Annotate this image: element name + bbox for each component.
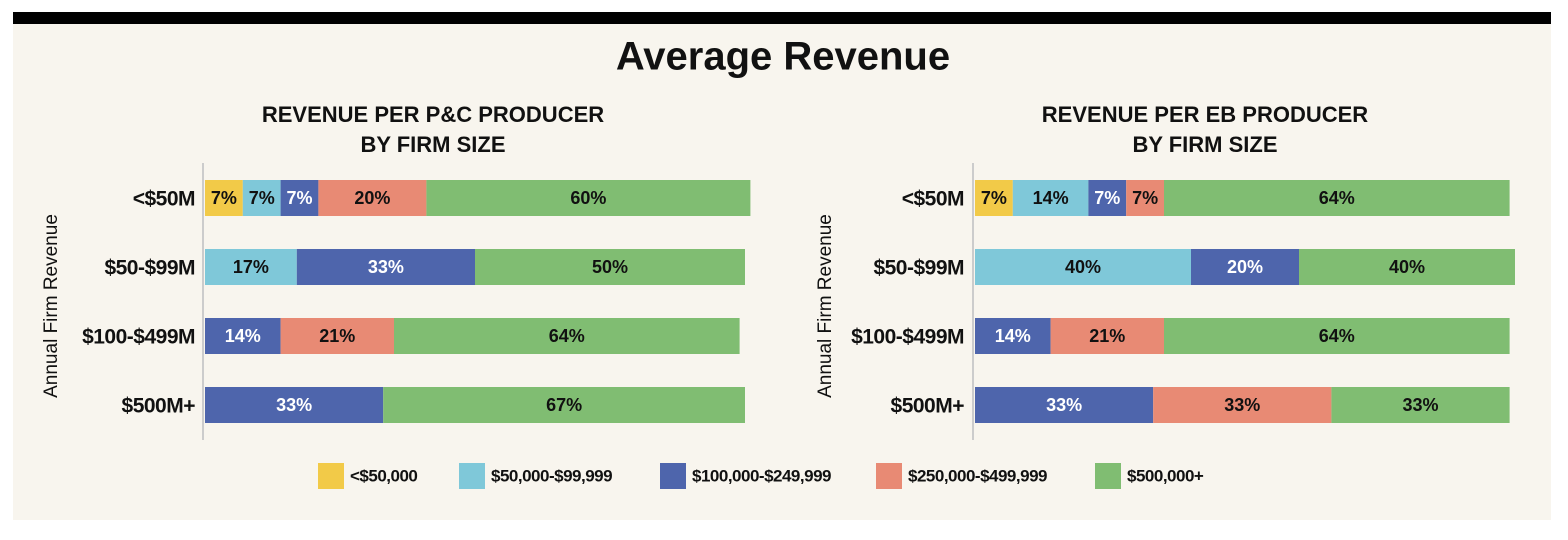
value-label: 40% xyxy=(1065,257,1101,277)
bar-segment xyxy=(205,180,243,216)
value-label: 14% xyxy=(995,326,1031,346)
legend-swatch xyxy=(459,463,485,489)
category-label: $50-$99M xyxy=(873,257,964,280)
top-rule xyxy=(13,12,1551,24)
y-axis-label: Annual Firm Revenue xyxy=(815,214,836,398)
legend-swatch xyxy=(660,463,686,489)
category-label: $100-$499M xyxy=(82,326,195,349)
bar-segment xyxy=(205,318,281,354)
value-label: 60% xyxy=(570,188,606,208)
value-label: 21% xyxy=(319,326,355,346)
chart-title: REVENUE PER EB PRODUCER xyxy=(1042,102,1369,127)
legend-label: $100,000-$249,999 xyxy=(692,466,831,485)
bar-segment xyxy=(426,180,751,216)
value-label: 20% xyxy=(354,188,390,208)
bar-segment xyxy=(296,249,475,285)
bar-segment xyxy=(1050,318,1164,354)
bar-segment xyxy=(205,387,384,423)
bar-segment xyxy=(1088,180,1127,216)
bar-segment xyxy=(205,249,297,285)
y-axis-label: Annual Firm Revenue xyxy=(41,214,62,398)
bar-segment xyxy=(1331,387,1510,423)
legend-label: $500,000+ xyxy=(1127,466,1204,485)
value-label: 33% xyxy=(1046,395,1082,415)
category-label: $50-$99M xyxy=(104,257,195,280)
bar-segment xyxy=(975,249,1191,285)
bar-segment xyxy=(1299,249,1515,285)
category-label: $100-$499M xyxy=(851,326,964,349)
bar-segment xyxy=(1164,318,1510,354)
value-label: 67% xyxy=(546,395,582,415)
bar-segment xyxy=(318,180,427,216)
legend-swatch xyxy=(1095,463,1121,489)
value-label: 7% xyxy=(1094,188,1120,208)
category-label: $500M+ xyxy=(891,395,965,418)
bar-segment xyxy=(1164,180,1510,216)
bar-segment xyxy=(242,180,281,216)
bar-segment xyxy=(383,387,745,423)
value-label: 33% xyxy=(368,257,404,277)
bar-segment xyxy=(1126,180,1164,216)
bar-segment xyxy=(975,318,1051,354)
value-label: 14% xyxy=(225,326,261,346)
legend-label: <$50,000 xyxy=(350,466,417,485)
chart-title: REVENUE PER P&C PRODUCER xyxy=(262,102,604,127)
value-label: 64% xyxy=(1319,326,1355,346)
legend-label: $50,000-$99,999 xyxy=(491,466,612,485)
value-label: 7% xyxy=(249,188,275,208)
bar-segment xyxy=(1191,249,1299,285)
value-label: 7% xyxy=(211,188,237,208)
value-label: 7% xyxy=(981,188,1007,208)
bar-segment xyxy=(280,318,394,354)
value-label: 64% xyxy=(1319,188,1355,208)
value-label: 33% xyxy=(1224,395,1260,415)
bar-segment xyxy=(475,249,745,285)
bar-segment xyxy=(975,387,1154,423)
bar-segment xyxy=(975,180,1013,216)
chart-title: BY FIRM SIZE xyxy=(360,132,505,157)
value-label: 21% xyxy=(1089,326,1125,346)
value-label: 64% xyxy=(549,326,585,346)
value-label: 50% xyxy=(592,257,628,277)
value-label: 7% xyxy=(1132,188,1158,208)
value-label: 33% xyxy=(276,395,312,415)
legend-swatch xyxy=(318,463,344,489)
legend-label: $250,000-$499,999 xyxy=(908,466,1047,485)
value-label: 14% xyxy=(1033,188,1069,208)
value-label: 7% xyxy=(286,188,312,208)
chart-title: BY FIRM SIZE xyxy=(1132,132,1277,157)
category-label: $500M+ xyxy=(122,395,196,418)
bar-segment xyxy=(1153,387,1332,423)
legend-swatch xyxy=(876,463,902,489)
value-label: 17% xyxy=(233,257,269,277)
value-label: 20% xyxy=(1227,257,1263,277)
bar-segment xyxy=(394,318,740,354)
page-title: Average Revenue xyxy=(616,35,950,79)
bar-segment xyxy=(280,180,319,216)
value-label: 40% xyxy=(1389,257,1425,277)
bar-segment xyxy=(1012,180,1089,216)
value-label: 33% xyxy=(1402,395,1438,415)
category-label: <$50M xyxy=(902,188,964,211)
category-label: <$50M xyxy=(133,188,195,211)
